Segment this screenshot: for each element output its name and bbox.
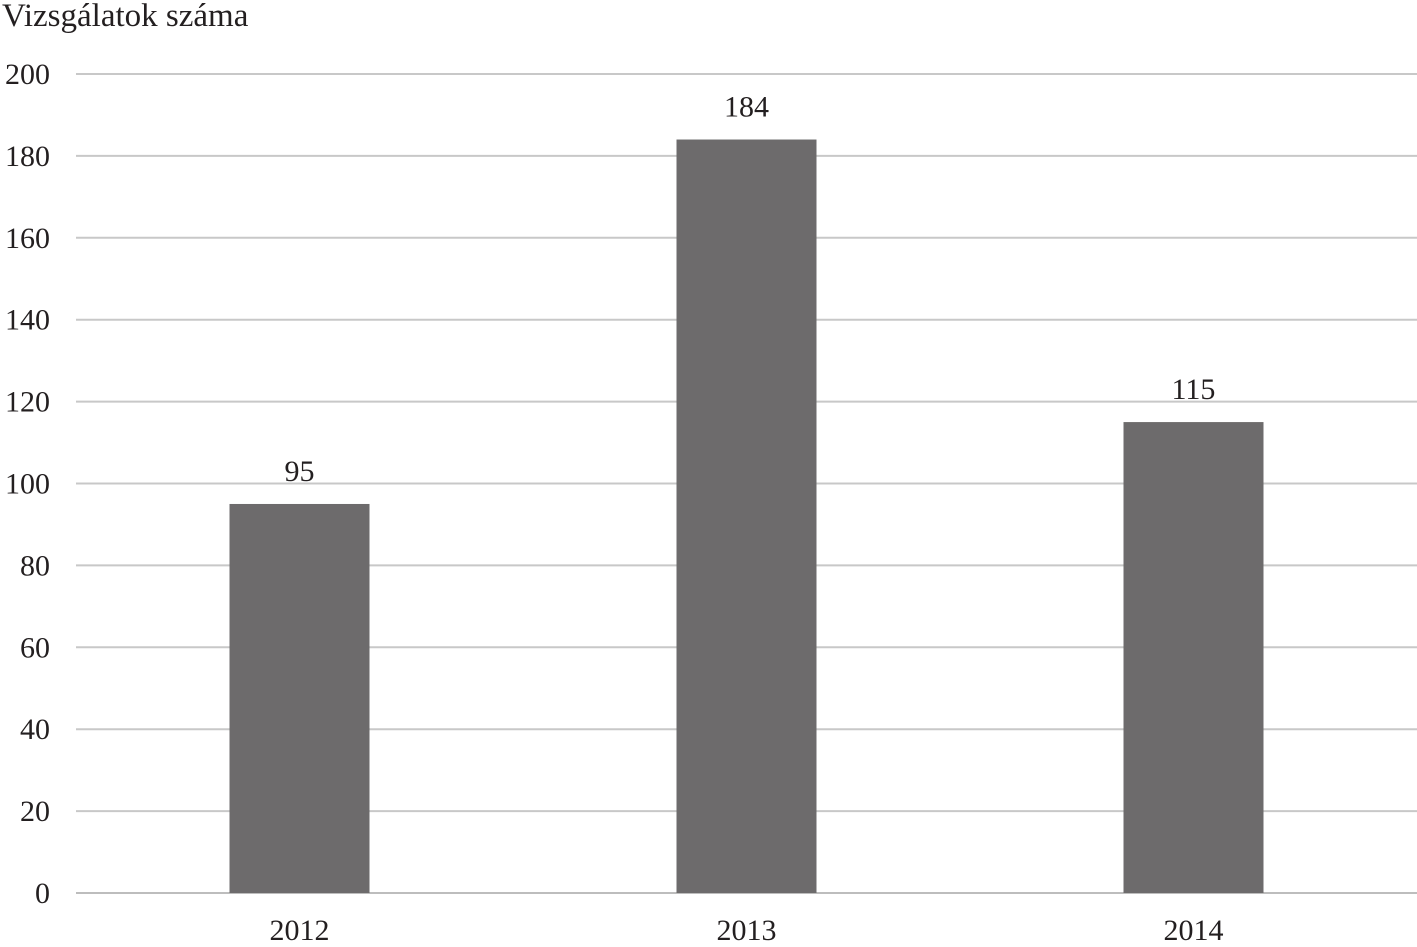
y-tick-label: 40 [20, 713, 50, 746]
y-tick-label: 20 [20, 795, 50, 828]
x-tick-label: 2013 [717, 914, 777, 942]
bar-2013 [676, 139, 817, 893]
y-axis-ticks: 0 20 40 60 80 100 120 140 160 180 200 [5, 58, 50, 910]
y-tick-label: 60 [20, 631, 50, 664]
y-tick-label: 200 [5, 58, 50, 91]
y-tick-label: 0 [35, 877, 50, 910]
y-tick-label: 100 [5, 468, 50, 501]
bar-2014 [1123, 422, 1264, 893]
data-labels: 95 184 115 [285, 91, 1216, 488]
bar-2012 [229, 503, 370, 893]
data-label-2014: 115 [1172, 373, 1216, 406]
y-tick-label: 140 [5, 304, 50, 337]
y-tick-label: 120 [5, 386, 50, 419]
y-tick-label: 80 [20, 549, 50, 582]
x-tick-label: 2012 [270, 914, 330, 942]
x-tick-label: 2014 [1164, 914, 1224, 942]
y-tick-label: 180 [5, 140, 50, 173]
data-label-2013: 184 [724, 91, 769, 124]
y-axis-label: Vizsgálatok száma [2, 0, 249, 34]
data-label-2012: 95 [285, 455, 315, 488]
y-tick-label: 160 [5, 222, 50, 255]
bars [229, 139, 1264, 893]
x-axis-ticks: 2012 2013 2014 [270, 914, 1224, 947]
